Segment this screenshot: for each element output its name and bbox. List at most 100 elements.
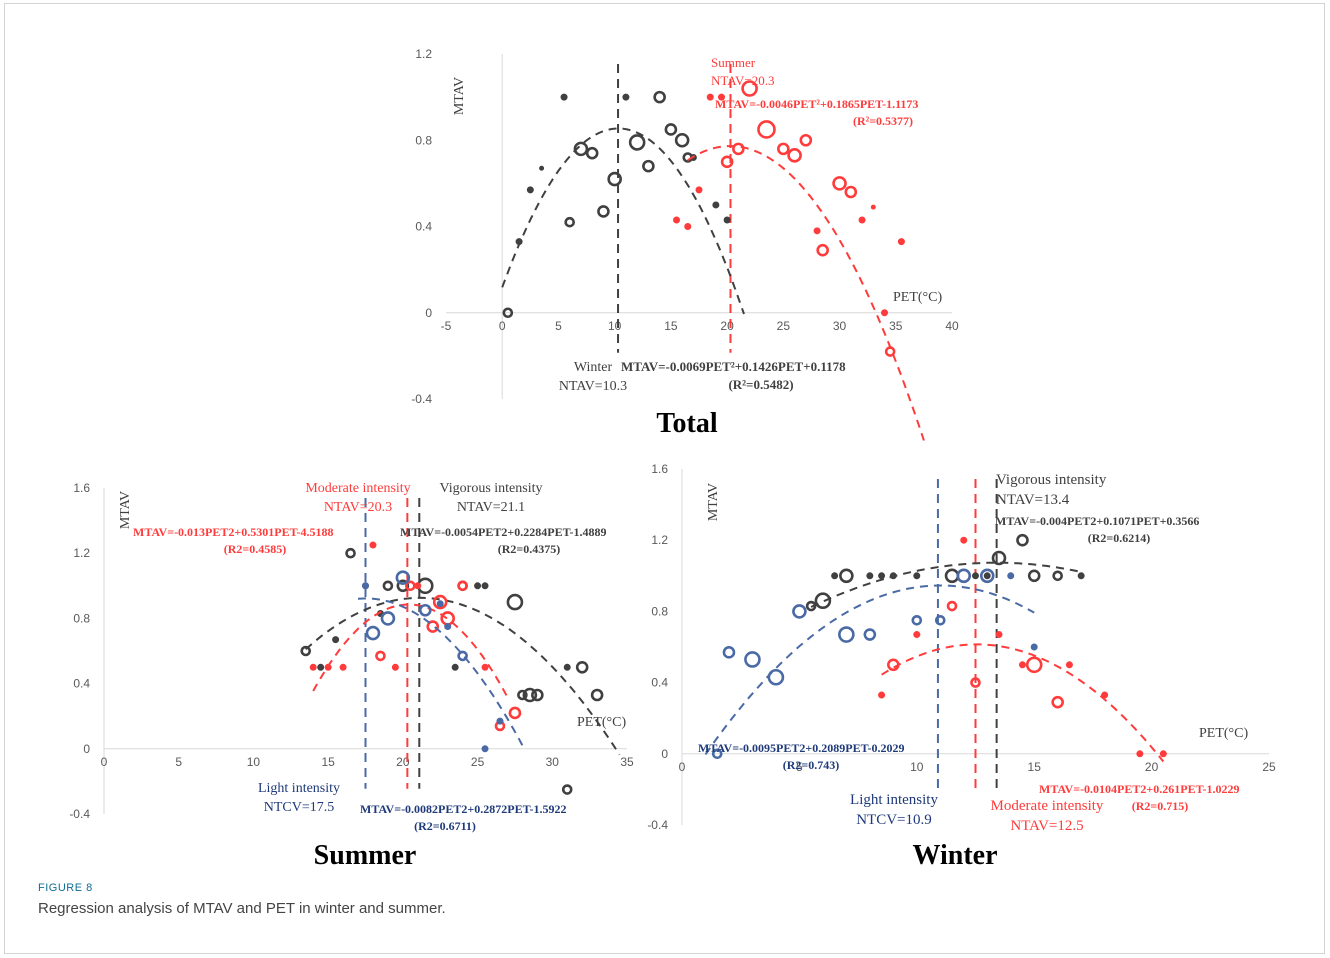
data-point-black	[563, 663, 571, 671]
annotation-light_eq: (R2=0.6711)	[414, 819, 476, 833]
data-point-black	[451, 663, 459, 671]
y-tick-label: 0.8	[415, 133, 432, 147]
data-point-red	[970, 677, 981, 688]
data-point-blue	[838, 626, 855, 643]
data-point-black	[515, 238, 523, 246]
data-point-blue	[911, 614, 923, 626]
data-point-black	[642, 159, 655, 173]
annotation-moderate: NTAV=12.5	[1010, 818, 1083, 834]
data-point-red	[1025, 656, 1043, 674]
annotation-moderate: NTAV=20.3	[324, 500, 392, 515]
x-tick-label: 5	[555, 319, 562, 333]
chart-title: Total	[656, 408, 717, 439]
y-axis-title: MTAV	[452, 77, 467, 115]
x-tick-label: 15	[1028, 760, 1042, 774]
data-point-black	[300, 645, 312, 657]
data-point-black	[382, 580, 394, 592]
data-point-blue	[444, 623, 452, 631]
data-point-red	[813, 227, 821, 235]
annotation-moderate_eq: (R2=0.715)	[1132, 799, 1189, 813]
data-point-black	[653, 90, 666, 104]
fit-curve-blue	[357, 597, 524, 746]
data-point-red	[457, 580, 468, 592]
data-point-black	[805, 600, 817, 612]
data-point-blue	[395, 570, 411, 585]
data-point-black	[839, 568, 854, 584]
data-point-black	[522, 687, 538, 703]
x-tick-label: 0	[101, 755, 108, 769]
data-point-black	[526, 186, 534, 194]
chart-summer: 0 5 10 15 20 25 30 35-0.400.40.81.21.6MTAVPET(°…	[69, 481, 634, 871]
data-point-black	[1077, 572, 1085, 580]
y-tick-label: 0.4	[73, 677, 90, 691]
annotation-moderate_eq: (R2=0.4585)	[224, 542, 287, 556]
data-point-red	[309, 663, 317, 671]
data-point-black	[664, 123, 678, 136]
data-point-red	[508, 706, 522, 720]
x-tick-label: 20	[720, 319, 734, 333]
data-point-red	[481, 663, 489, 671]
data-point-black	[983, 572, 991, 580]
data-point-red	[995, 631, 1003, 639]
data-point-red	[720, 155, 734, 169]
y-tick-label: -0.4	[411, 392, 432, 406]
data-point-blue	[436, 600, 444, 608]
y-tick-label: 1.6	[73, 481, 90, 495]
data-point-red	[799, 133, 813, 147]
data-point-blue	[457, 650, 468, 662]
x-tick-label: 15	[664, 319, 678, 333]
y-tick-label: 0	[661, 747, 668, 761]
data-point-red	[440, 611, 455, 626]
data-point-red	[324, 663, 332, 671]
data-point-red	[1159, 750, 1167, 758]
x-tick-label: 20	[1145, 760, 1159, 774]
data-point-blue	[481, 745, 489, 753]
y-tick-label: 0	[83, 742, 90, 756]
data-point-black	[474, 582, 482, 590]
chart-total: -5 0 5 10 15 20 25 30 35 40 -0.4 0 0.4 0.8 1.2 MTAV PET(…	[411, 47, 959, 441]
x-axis-title: PET(°C)	[893, 290, 942, 305]
annotation-summer_eq: MTAV=-0.0046PET²+0.1865PET-1.1173	[715, 97, 918, 111]
annotation-vigorous: NTAV=13.4	[996, 492, 1070, 508]
data-point-black	[831, 572, 839, 580]
annotation-vigorous: NTAV=21.1	[457, 500, 525, 515]
annotation-light: Light intensity	[850, 792, 938, 808]
x-tick-label: 0	[499, 319, 506, 333]
fit-curve-red	[881, 643, 1165, 763]
data-point-red	[816, 243, 829, 257]
data-point-black	[972, 572, 979, 580]
data-point-red	[695, 186, 703, 194]
data-point-black	[1027, 569, 1041, 583]
x-tick-label: 25	[1262, 760, 1276, 774]
fit-curve-black	[810, 561, 1082, 608]
data-point-blue	[863, 628, 877, 641]
data-point-red	[1018, 661, 1026, 669]
x-tick-label: 25	[471, 755, 485, 769]
figure-caption: Regression analysis of MTAV and PET in w…	[38, 900, 446, 917]
data-point-red	[741, 80, 758, 97]
data-point-red	[369, 541, 377, 549]
data-point-red	[757, 120, 776, 139]
y-tick-label: 0	[425, 306, 432, 320]
y-tick-label: 0.4	[651, 676, 668, 690]
data-point-black	[481, 582, 489, 590]
data-point-black	[561, 784, 573, 795]
data-point-red	[375, 650, 386, 662]
y-tick-label: 1.2	[651, 533, 668, 547]
y-tick-label: 1.6	[651, 462, 668, 476]
data-point-blue	[767, 668, 785, 686]
data-point-black	[712, 201, 720, 209]
data-point-red	[1051, 695, 1064, 709]
x-tick-label: 0	[679, 760, 686, 774]
data-point-black	[332, 636, 340, 644]
data-point-black	[506, 593, 524, 611]
data-point-blue	[362, 582, 369, 590]
x-tick-label: -5	[441, 319, 452, 333]
data-point-black	[585, 146, 599, 160]
x-tick-label: 10	[910, 760, 924, 774]
annotation-winter_eq: (R²=0.5482)	[728, 377, 793, 392]
data-point-blue	[956, 568, 972, 584]
data-point-black	[674, 132, 690, 148]
chart-title: Summer	[314, 840, 417, 871]
data-point-black	[913, 572, 921, 580]
